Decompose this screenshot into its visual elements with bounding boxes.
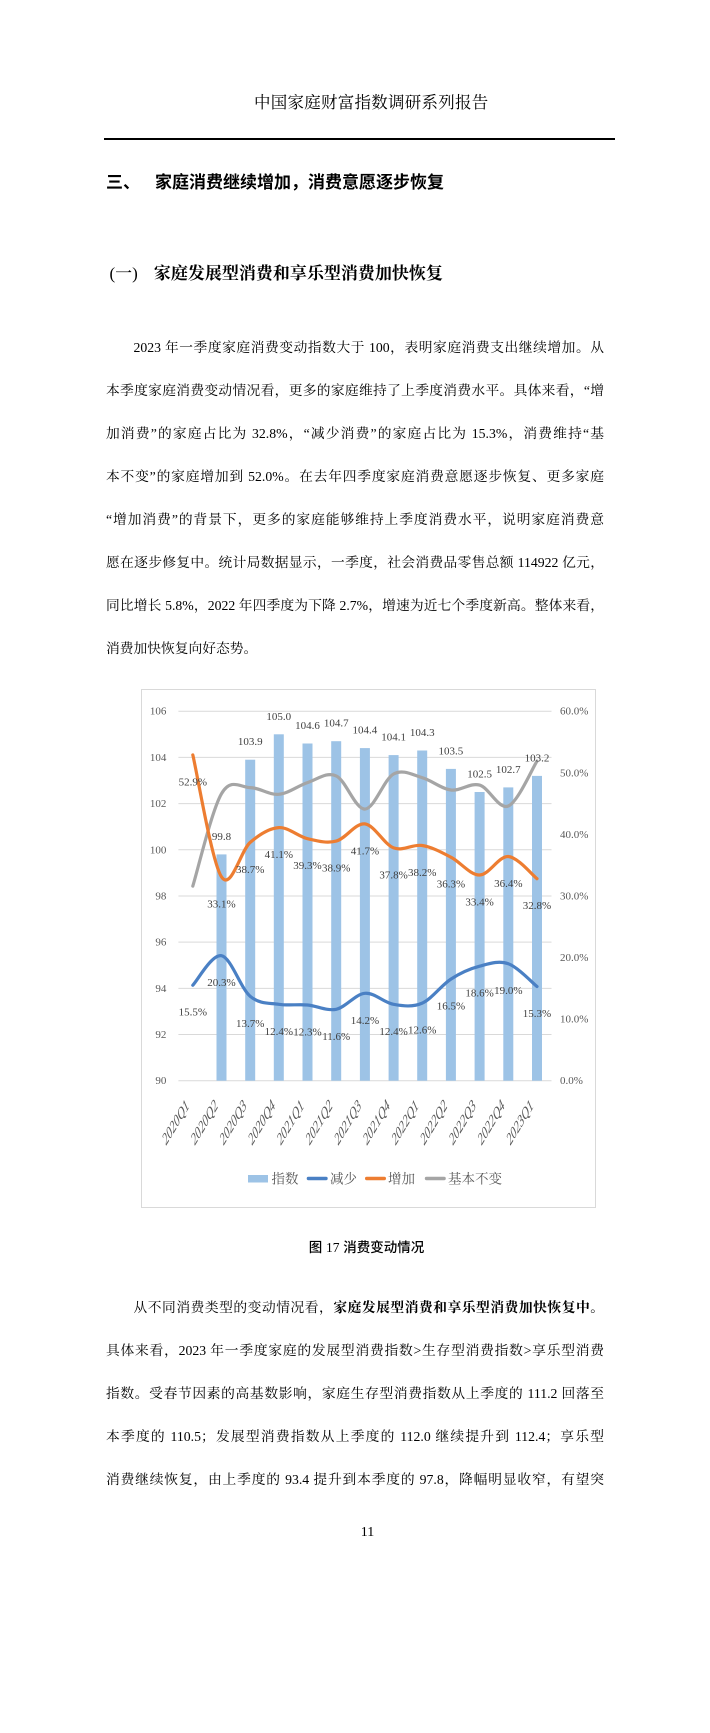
svg-text:105.0: 105.0: [266, 711, 291, 723]
svg-text:16.5%: 16.5%: [437, 1001, 465, 1013]
svg-text:12.6%: 12.6%: [408, 1025, 436, 1037]
svg-text:39.3%: 39.3%: [293, 860, 321, 872]
svg-text:104.6: 104.6: [295, 720, 320, 732]
svg-text:37.8%: 37.8%: [379, 869, 407, 881]
svg-text:32.8%: 32.8%: [523, 900, 551, 912]
svg-text:18.6%: 18.6%: [465, 988, 493, 1000]
svg-text:指数: 指数: [272, 1170, 299, 1186]
svg-text:103.5: 103.5: [439, 745, 464, 757]
svg-text:11.6%: 11.6%: [322, 1031, 350, 1043]
svg-text:103.9: 103.9: [238, 736, 263, 748]
svg-text:96: 96: [155, 937, 167, 949]
svg-text:104: 104: [150, 752, 167, 764]
svg-text:20.3%: 20.3%: [207, 977, 235, 989]
svg-text:0.0%: 0.0%: [560, 1075, 583, 1087]
svg-text:38.9%: 38.9%: [322, 863, 350, 875]
svg-text:102.7: 102.7: [496, 764, 521, 776]
svg-text:50.0%: 50.0%: [560, 767, 588, 779]
svg-text:15.5%: 15.5%: [179, 1007, 207, 1019]
svg-text:92: 92: [155, 1029, 166, 1041]
svg-text:41.7%: 41.7%: [351, 845, 379, 857]
svg-text:103.2: 103.2: [525, 752, 550, 764]
svg-text:100: 100: [150, 844, 167, 856]
svg-text:106: 106: [150, 706, 167, 718]
svg-text:98: 98: [155, 891, 167, 903]
svg-text:38.2%: 38.2%: [408, 867, 436, 879]
svg-text:20.0%: 20.0%: [560, 952, 588, 964]
svg-text:40.0%: 40.0%: [560, 829, 588, 841]
svg-text:减少: 减少: [330, 1171, 357, 1186]
svg-text:104.7: 104.7: [324, 718, 349, 730]
svg-text:60.0%: 60.0%: [560, 706, 588, 718]
svg-text:12.4%: 12.4%: [379, 1026, 407, 1038]
svg-text:90: 90: [155, 1075, 167, 1087]
svg-text:增加: 增加: [388, 1171, 415, 1186]
svg-text:38.7%: 38.7%: [236, 864, 264, 876]
svg-text:102: 102: [150, 798, 167, 810]
svg-text:41.1%: 41.1%: [265, 849, 293, 861]
svg-text:14.2%: 14.2%: [351, 1015, 379, 1027]
svg-text:19.0%: 19.0%: [494, 985, 522, 997]
svg-text:12.3%: 12.3%: [293, 1027, 321, 1039]
svg-text:15.3%: 15.3%: [523, 1008, 551, 1020]
svg-text:104.1: 104.1: [381, 732, 406, 744]
svg-text:36.3%: 36.3%: [437, 879, 465, 891]
svg-text:13.7%: 13.7%: [236, 1018, 264, 1030]
svg-text:10.0%: 10.0%: [560, 1014, 588, 1026]
svg-text:33.1%: 33.1%: [207, 898, 235, 910]
svg-text:12.4%: 12.4%: [265, 1026, 293, 1038]
svg-text:基本不变: 基本不变: [448, 1170, 502, 1186]
svg-text:102.5: 102.5: [467, 769, 492, 781]
svg-text:33.4%: 33.4%: [465, 897, 493, 909]
svg-text:36.4%: 36.4%: [494, 878, 522, 890]
svg-text:30.0%: 30.0%: [560, 891, 588, 903]
svg-text:104.3: 104.3: [410, 727, 435, 739]
svg-text:104.4: 104.4: [353, 725, 378, 737]
svg-text:94: 94: [155, 983, 167, 995]
svg-text:99.8: 99.8: [212, 831, 232, 843]
svg-text:52.9%: 52.9%: [179, 776, 207, 788]
